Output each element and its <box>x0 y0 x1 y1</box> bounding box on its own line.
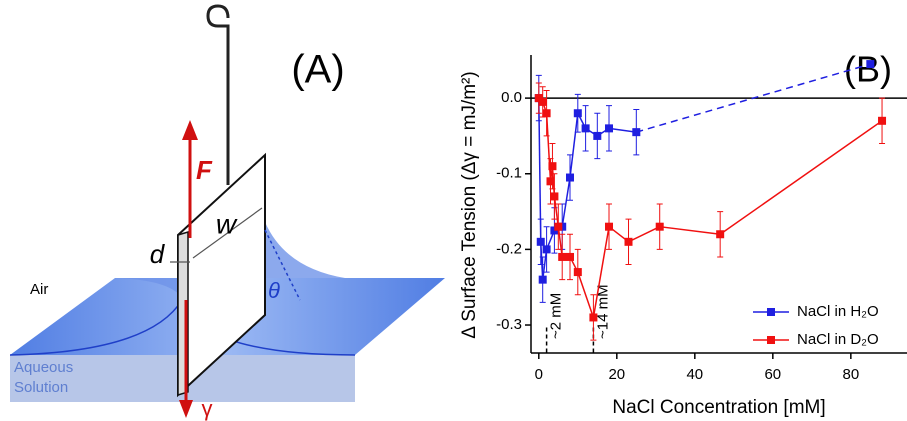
force-label: F <box>196 155 213 185</box>
y-tick-label: 0.0 <box>501 89 522 106</box>
marker <box>550 192 559 201</box>
marker <box>624 237 633 246</box>
legend-label: NaCl in D₂O <box>797 331 879 348</box>
marker <box>538 97 547 106</box>
marker <box>866 60 875 69</box>
line-segment <box>608 127 637 133</box>
marker <box>546 177 555 186</box>
solution-label: Aqueous <box>14 359 73 376</box>
x-tick-label: 80 <box>842 366 859 383</box>
marker <box>542 245 551 254</box>
marker <box>589 313 598 322</box>
x-tick-label: 20 <box>608 366 625 383</box>
marker <box>632 128 641 137</box>
marker <box>573 109 582 118</box>
y-tick-label: -0.3 <box>496 316 522 333</box>
hook <box>206 4 230 185</box>
marker <box>605 222 614 231</box>
legend-marker <box>767 336 775 344</box>
annotation: ~14 mM <box>594 284 611 339</box>
panel-label: (B) <box>844 49 892 90</box>
line-segment <box>553 196 560 227</box>
force-arrowhead <box>182 120 198 140</box>
marker <box>605 124 614 133</box>
line-segment <box>541 249 548 280</box>
legend-marker <box>767 308 775 316</box>
x-axis-title: NaCl Concentration [mM] <box>612 397 825 418</box>
line-segment <box>592 226 610 318</box>
marker <box>593 131 602 140</box>
solution-label: Solution <box>14 379 68 396</box>
marker <box>536 237 545 246</box>
annotation: ~2 mM <box>548 293 565 339</box>
marker <box>573 268 582 277</box>
line-segment <box>557 226 563 258</box>
width-dimension <box>192 207 263 259</box>
line-segment <box>577 271 595 318</box>
line-segment <box>628 226 661 243</box>
tension-arrowhead <box>179 400 193 418</box>
marker <box>548 162 557 171</box>
line-segment <box>538 98 542 242</box>
marker <box>558 252 567 261</box>
tension-label: γ <box>202 396 213 421</box>
y-tick-label: -0.2 <box>496 240 522 257</box>
marker <box>542 109 551 118</box>
thickness-label: d <box>150 239 166 269</box>
panel-label: (A) <box>291 48 344 92</box>
marker <box>538 275 547 284</box>
air-label: Air <box>30 281 48 298</box>
marker <box>655 222 664 231</box>
panel-a-diagram: (A) F w d θ Air Aqueous Solution γ <box>9 4 445 421</box>
line-segment <box>545 113 552 182</box>
x-tick-label: 60 <box>764 366 781 383</box>
y-axis-title: Δ Surface Tension (Δγ = mJ/m²) <box>459 71 480 338</box>
marker <box>878 116 887 125</box>
line-segment <box>569 113 579 178</box>
angle-line <box>264 229 301 301</box>
y-tick-label: -0.1 <box>496 165 522 182</box>
marker <box>566 252 575 261</box>
width-label: w <box>216 208 238 239</box>
plot-area <box>534 60 887 341</box>
marker <box>716 230 725 239</box>
line-segment <box>636 63 871 133</box>
marker <box>554 222 563 231</box>
angle-label: θ <box>268 278 280 303</box>
x-tick-label: 0 <box>535 366 543 383</box>
marker <box>566 173 575 182</box>
line-segment <box>561 177 571 227</box>
line-segment <box>719 120 883 235</box>
x-tick-label: 40 <box>686 366 703 383</box>
line-segment <box>659 225 721 235</box>
legend-label: NaCl in H₂O <box>797 303 879 320</box>
marker <box>581 124 590 133</box>
